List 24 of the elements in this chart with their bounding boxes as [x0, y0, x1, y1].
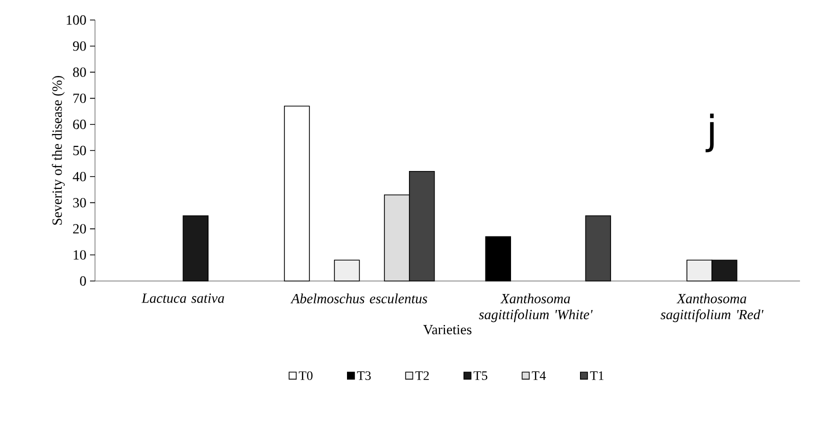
- y-tick-label: 90: [72, 41, 86, 51]
- x-tick-label: Abelmoschus esculentus: [290, 294, 428, 304]
- x-tick-label: Xanthosoma sagittifolium 'Red': [660, 294, 764, 322]
- legend-label: T0: [298, 371, 313, 380]
- y-tick-label: 70: [73, 94, 86, 104]
- y-tick-label: 0: [80, 276, 86, 286]
- legend-label: T5: [474, 371, 488, 380]
- y-tick-label: 40: [72, 172, 86, 182]
- x-tick-label: Xanthosoma sagittifolium 'White': [478, 294, 593, 322]
- y-tick-label: 100: [66, 15, 86, 25]
- y-tick-label: 60: [73, 120, 86, 130]
- x-axis-title: Varieties: [423, 324, 472, 334]
- y-axis-title: Severity of the disease (%): [52, 76, 65, 225]
- y-tick-label: 20: [73, 224, 86, 234]
- annotation: j: [706, 114, 714, 152]
- y-tick-label: 50: [73, 146, 86, 156]
- y-tick-label: 80: [73, 67, 86, 77]
- legend-label: T2: [415, 371, 429, 380]
- legend-label: T4: [532, 371, 546, 380]
- y-tick-label: 10: [74, 250, 86, 260]
- legend-label: T3: [357, 371, 371, 380]
- legend-label: T1: [590, 371, 604, 380]
- y-tick-label: 30: [73, 198, 86, 208]
- x-tick-label: Lactuca sativa: [142, 294, 224, 303]
